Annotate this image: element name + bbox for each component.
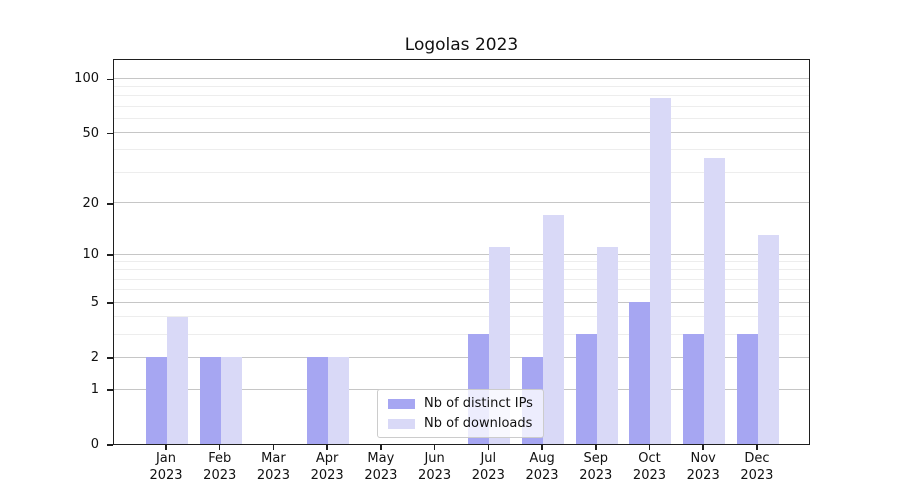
x-tick-label: Jun 2023 <box>418 451 452 483</box>
gridline <box>114 301 809 303</box>
x-tick <box>380 445 382 450</box>
x-tick <box>218 445 221 450</box>
y-tick-label: 10 <box>82 247 99 263</box>
x-tick-label: Mar 2023 <box>256 451 290 483</box>
x-tick <box>702 445 704 450</box>
y-tick-label: 0 <box>90 437 99 452</box>
y-tick-label: 100 <box>74 71 99 87</box>
legend-label: Nb of downloads <box>424 416 533 431</box>
legend-swatch-downloads <box>388 418 415 429</box>
legend-item-downloads: Nb of downloads <box>388 416 533 431</box>
legend-swatch-distinct-ips <box>388 398 415 409</box>
gridline <box>114 253 809 255</box>
bar-downloads-8 <box>596 247 618 444</box>
bar-ips-3 <box>307 357 329 444</box>
x-tick <box>648 445 651 450</box>
bar-downloads-11 <box>757 235 779 444</box>
bar-ips-11 <box>736 334 758 444</box>
x-tick <box>487 445 490 450</box>
x-tick <box>326 445 328 450</box>
y-tick-label: 1 <box>90 382 99 398</box>
x-tick-label: Sep 2023 <box>579 451 613 483</box>
bar-downloads-10 <box>704 158 726 444</box>
y-tick-label: 20 <box>82 195 99 211</box>
x-tick-label: May 2023 <box>364 451 398 483</box>
gridline <box>114 316 809 318</box>
x-tick <box>272 445 275 450</box>
bar-ips-1 <box>199 357 221 444</box>
gridline <box>114 95 809 97</box>
x-tick <box>165 445 167 450</box>
x-tick <box>433 445 436 450</box>
y-tick-label: 2 <box>90 349 99 365</box>
gridline <box>114 289 809 291</box>
gridline <box>114 356 809 358</box>
gridline <box>114 202 809 204</box>
x-tick-label: Dec 2023 <box>740 451 774 483</box>
x-tick <box>756 445 758 450</box>
x-tick-label: Aug 2023 <box>525 451 559 483</box>
bar-downloads-3 <box>328 357 350 444</box>
x-tick-label: Oct 2023 <box>632 451 667 483</box>
chart-title: Logolas 2023 <box>404 35 519 55</box>
x-tick-label: Jul 2023 <box>471 451 505 483</box>
gridline <box>114 105 809 107</box>
legend: Nb of distinct IPs Nb of downloads <box>377 389 544 438</box>
gridline <box>114 278 809 280</box>
gridline <box>114 333 809 335</box>
x-tick-label: Apr 2023 <box>310 451 344 483</box>
x-tick-label: Feb 2023 <box>203 451 237 483</box>
gridline <box>114 77 809 79</box>
bar-downloads-7 <box>543 215 565 444</box>
x-tick-label: Jan 2023 <box>149 451 183 483</box>
bar-downloads-1 <box>220 357 242 444</box>
gridline <box>114 171 809 173</box>
gridline <box>114 86 809 88</box>
bar-ips-10 <box>683 334 705 444</box>
x-tick <box>595 445 597 450</box>
gridline <box>114 269 809 271</box>
bar-ips-0 <box>146 357 167 444</box>
bar-downloads-0 <box>167 316 188 444</box>
gridline <box>114 117 809 119</box>
legend-item-distinct-ips: Nb of distinct IPs <box>388 396 533 411</box>
legend-label: Nb of distinct IPs <box>424 396 533 411</box>
gridline <box>114 261 809 263</box>
y-tick-label: 50 <box>82 125 99 141</box>
bar-ips-8 <box>575 334 597 444</box>
x-tick <box>541 445 543 450</box>
x-tick-label: Nov 2023 <box>686 451 720 483</box>
y-tick-label: 5 <box>90 295 99 311</box>
gridline <box>114 132 809 134</box>
gridline <box>114 149 809 151</box>
bar-downloads-9 <box>650 97 672 444</box>
plot-area <box>113 59 810 445</box>
bar-ips-9 <box>629 302 651 444</box>
